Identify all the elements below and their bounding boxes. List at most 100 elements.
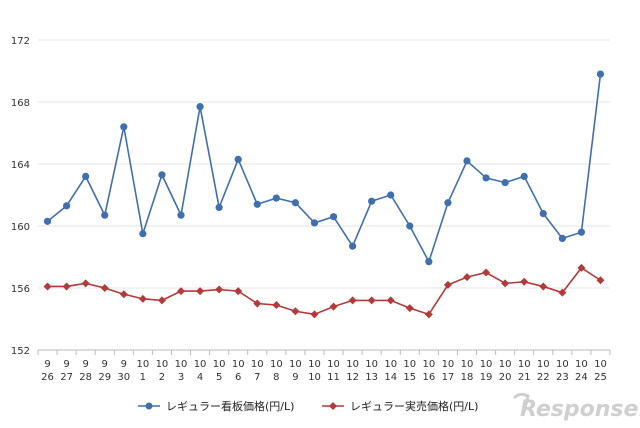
data-point — [234, 155, 242, 163]
x-tick-day: 6 — [235, 372, 241, 383]
x-tick-day: 8 — [273, 372, 279, 383]
x-tick-day: 18 — [461, 372, 474, 383]
x-tick-day: 15 — [403, 372, 416, 383]
x-tick-month: 9 — [121, 359, 127, 370]
x-tick-month: 9 — [63, 359, 69, 370]
y-tick-label: 168 — [11, 98, 30, 109]
x-tick-month: 10 — [194, 359, 207, 370]
x-tick-day: 29 — [98, 372, 111, 383]
data-point — [215, 285, 224, 294]
legend-label-actual: レギュラー実売価格(円/L) — [350, 399, 478, 413]
x-tick-day: 14 — [384, 372, 397, 383]
data-point — [387, 191, 395, 199]
data-point — [443, 280, 452, 289]
data-point — [177, 211, 185, 219]
y-axis: 152 156 160 164 168 172 — [11, 36, 30, 357]
legend-marker-signboard — [145, 402, 153, 410]
data-point — [119, 290, 128, 299]
data-point — [100, 284, 109, 292]
x-tick-day: 26 — [41, 372, 54, 383]
data-point — [157, 296, 166, 305]
data-point — [310, 310, 319, 319]
y-tick-label: 160 — [11, 222, 30, 233]
data-point — [368, 197, 376, 205]
x-tick-month: 10 — [594, 359, 607, 370]
x-tick-day: 19 — [480, 372, 493, 383]
x-tick-month: 10 — [346, 359, 359, 370]
data-point — [272, 301, 281, 310]
x-tick-month: 10 — [403, 359, 416, 370]
x-tick-month: 10 — [499, 359, 512, 370]
data-point — [501, 179, 509, 187]
data-point — [520, 172, 528, 180]
x-tick-month: 10 — [308, 359, 321, 370]
data-point — [291, 307, 300, 316]
x-tick-month: 10 — [518, 359, 531, 370]
x-tick-day: 11 — [327, 372, 340, 383]
x-tick-day: 12 — [346, 372, 359, 383]
x-tick-day: 27 — [60, 372, 73, 383]
grid-lines — [38, 39, 610, 351]
x-tick-month: 10 — [289, 359, 302, 370]
x-tick-month: 10 — [327, 359, 340, 370]
x-tick-month: 9 — [102, 359, 108, 370]
data-point — [253, 299, 262, 308]
x-tick-month: 10 — [384, 359, 397, 370]
data-point — [272, 194, 280, 202]
x-tick-day: 13 — [365, 372, 378, 383]
legend-marker-actual — [329, 402, 337, 410]
data-point — [81, 279, 90, 288]
legend-entry-actual-price: レギュラー実売価格(円/L) — [322, 399, 478, 413]
y-tick-label: 164 — [11, 160, 30, 171]
data-point — [348, 296, 357, 305]
watermark-swoosh — [512, 392, 530, 413]
x-tick-month: 10 — [556, 359, 569, 370]
x-tick-day: 1 — [140, 372, 146, 383]
data-point — [349, 242, 357, 250]
legend: レギュラー看板価格(円/L) レギュラー実売価格(円/L) — [138, 399, 478, 413]
x-tick-month: 10 — [136, 359, 149, 370]
data-point — [577, 263, 586, 272]
x-tick-month: 10 — [213, 359, 226, 370]
x-tick-day: 28 — [79, 372, 92, 383]
data-point — [596, 70, 605, 78]
legend-entry-signboard-price: レギュラー看板価格(円/L) — [138, 399, 294, 413]
x-tick-day: 20 — [499, 372, 512, 383]
x-tick-day: 17 — [442, 372, 455, 383]
data-point — [215, 203, 223, 211]
data-point — [520, 277, 529, 286]
x-tick-day: 30 — [117, 372, 130, 383]
x-tick-day: 24 — [575, 372, 588, 383]
x-tick-month: 10 — [365, 359, 378, 370]
data-point — [424, 310, 433, 319]
x-tick-month: 10 — [575, 359, 588, 370]
data-point — [405, 304, 414, 313]
x-tick-day: 2 — [159, 372, 165, 383]
series-line-1 — [47, 266, 601, 316]
x-tick-month: 10 — [251, 359, 264, 370]
data-point — [329, 302, 338, 311]
data-point — [367, 296, 376, 305]
x-tick-day: 21 — [518, 372, 531, 383]
x-tick-day: 3 — [178, 372, 184, 383]
data-point — [43, 217, 52, 225]
x-tick-month: 10 — [461, 359, 474, 370]
data-point — [539, 282, 548, 291]
data-point — [196, 103, 204, 111]
x-tick-day: 22 — [537, 372, 550, 383]
data-point — [329, 213, 338, 221]
watermark-text: Response. — [520, 397, 640, 422]
data-point — [62, 282, 71, 291]
x-tick-day: 10 — [308, 372, 321, 383]
data-point — [120, 123, 128, 131]
data-point — [310, 219, 319, 227]
data-point — [425, 258, 433, 266]
x-tick-month: 10 — [537, 359, 550, 370]
data-point — [558, 234, 566, 242]
data-point — [539, 210, 547, 218]
y-tick-label: 156 — [11, 284, 30, 295]
x-tick-day: 16 — [422, 372, 435, 383]
data-point — [177, 287, 185, 296]
x-tick-day: 5 — [216, 372, 222, 383]
